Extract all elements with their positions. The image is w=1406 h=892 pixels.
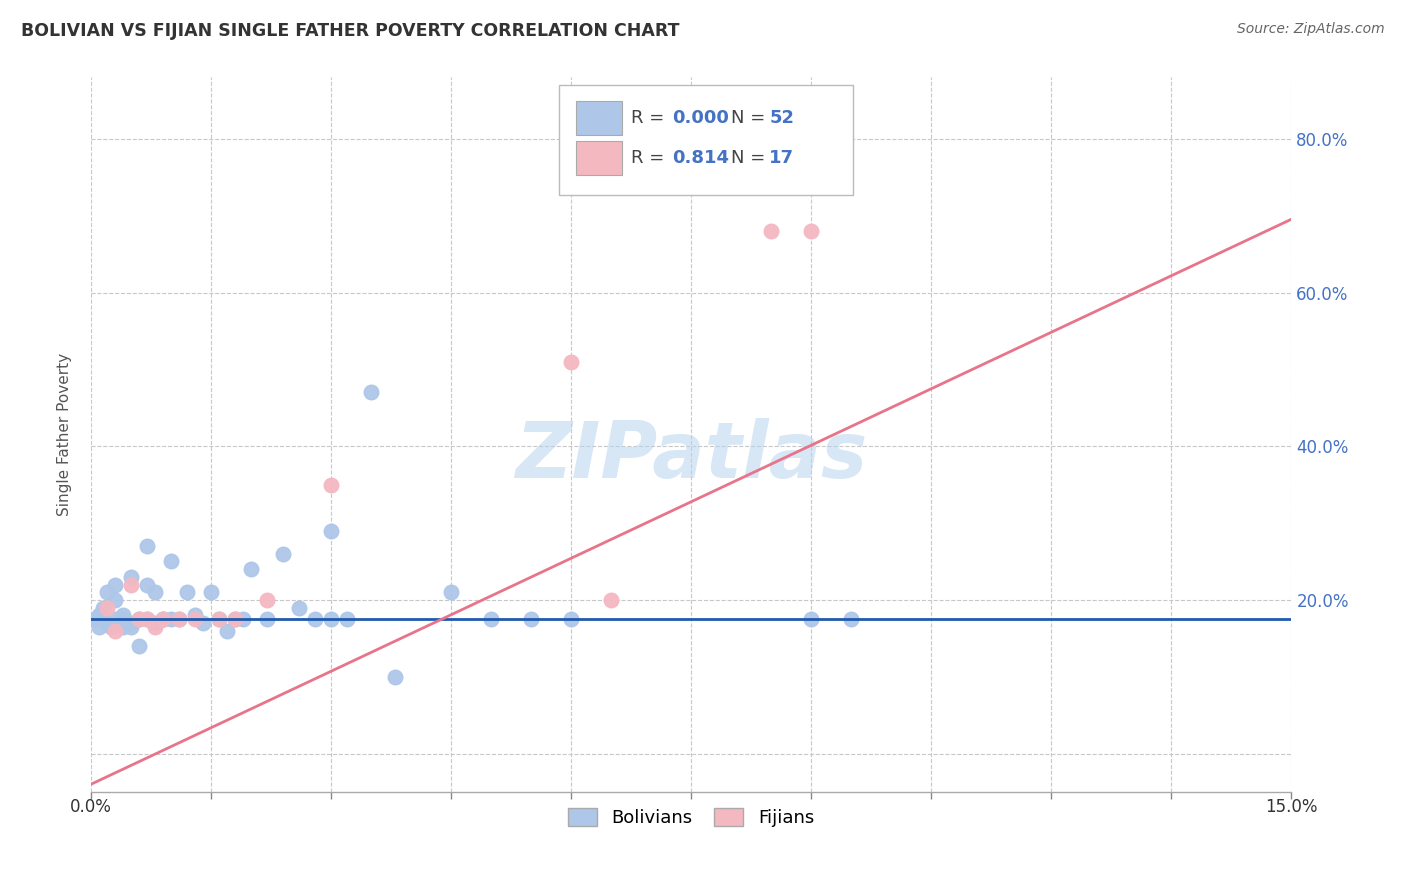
Point	[120, 577, 142, 591]
Text: 0.0%: 0.0%	[70, 798, 112, 816]
Point	[167, 612, 190, 626]
Point	[240, 562, 263, 576]
Point	[128, 612, 150, 626]
Point	[104, 577, 127, 591]
Point	[184, 612, 207, 626]
Point	[111, 612, 134, 626]
Point	[111, 620, 134, 634]
Point	[208, 612, 231, 626]
Point	[143, 585, 166, 599]
Point	[560, 355, 582, 369]
Point	[271, 547, 294, 561]
Point	[839, 612, 862, 626]
Point	[96, 600, 118, 615]
FancyBboxPatch shape	[576, 101, 621, 136]
FancyBboxPatch shape	[560, 85, 853, 195]
Point	[176, 585, 198, 599]
Point	[91, 600, 114, 615]
Point	[136, 539, 159, 553]
Text: 15.0%: 15.0%	[1265, 798, 1317, 816]
Point	[191, 615, 214, 630]
Text: BOLIVIAN VS FIJIAN SINGLE FATHER POVERTY CORRELATION CHART: BOLIVIAN VS FIJIAN SINGLE FATHER POVERTY…	[21, 22, 679, 40]
Point	[152, 612, 174, 626]
Point	[84, 612, 107, 626]
Text: 52: 52	[769, 109, 794, 128]
Point	[87, 620, 110, 634]
Point	[256, 593, 278, 607]
Point	[128, 612, 150, 626]
Text: 0.814: 0.814	[672, 149, 728, 167]
Point	[384, 670, 406, 684]
Point	[440, 585, 463, 599]
Point	[128, 639, 150, 653]
Point	[800, 224, 823, 238]
Point	[120, 620, 142, 634]
Point	[160, 612, 183, 626]
Point	[160, 554, 183, 568]
Point	[288, 600, 311, 615]
Point	[87, 608, 110, 623]
Point	[232, 612, 254, 626]
Point	[360, 385, 382, 400]
Point	[184, 608, 207, 623]
Point	[224, 612, 246, 626]
Point	[136, 612, 159, 626]
Point	[136, 577, 159, 591]
Point	[479, 612, 502, 626]
Text: 17: 17	[769, 149, 794, 167]
Text: 0.000: 0.000	[672, 109, 728, 128]
Point	[120, 570, 142, 584]
Point	[143, 615, 166, 630]
Point	[560, 612, 582, 626]
Text: R =: R =	[631, 149, 676, 167]
Point	[167, 612, 190, 626]
Point	[319, 524, 342, 538]
Point	[111, 608, 134, 623]
Text: Source: ZipAtlas.com: Source: ZipAtlas.com	[1237, 22, 1385, 37]
Point	[120, 615, 142, 630]
Point	[104, 612, 127, 626]
Point	[136, 612, 159, 626]
Text: R =: R =	[631, 109, 671, 128]
Point	[304, 612, 326, 626]
Text: N =: N =	[731, 109, 770, 128]
Point	[215, 624, 238, 638]
Point	[319, 477, 342, 491]
Point	[104, 624, 127, 638]
Point	[104, 593, 127, 607]
Point	[96, 585, 118, 599]
Point	[319, 612, 342, 626]
Point	[200, 585, 222, 599]
Point	[152, 612, 174, 626]
Y-axis label: Single Father Poverty: Single Father Poverty	[58, 353, 72, 516]
Text: ZIPatlas: ZIPatlas	[515, 418, 868, 494]
Point	[256, 612, 278, 626]
Point	[100, 620, 122, 634]
Point	[143, 620, 166, 634]
Point	[520, 612, 543, 626]
Point	[208, 612, 231, 626]
Point	[152, 612, 174, 626]
Point	[761, 224, 783, 238]
Point	[96, 615, 118, 630]
Text: N =: N =	[731, 149, 770, 167]
Point	[336, 612, 359, 626]
FancyBboxPatch shape	[576, 141, 621, 176]
Point	[800, 612, 823, 626]
Legend: Bolivians, Fijians: Bolivians, Fijians	[561, 801, 821, 834]
Point	[600, 593, 623, 607]
Point	[224, 612, 246, 626]
